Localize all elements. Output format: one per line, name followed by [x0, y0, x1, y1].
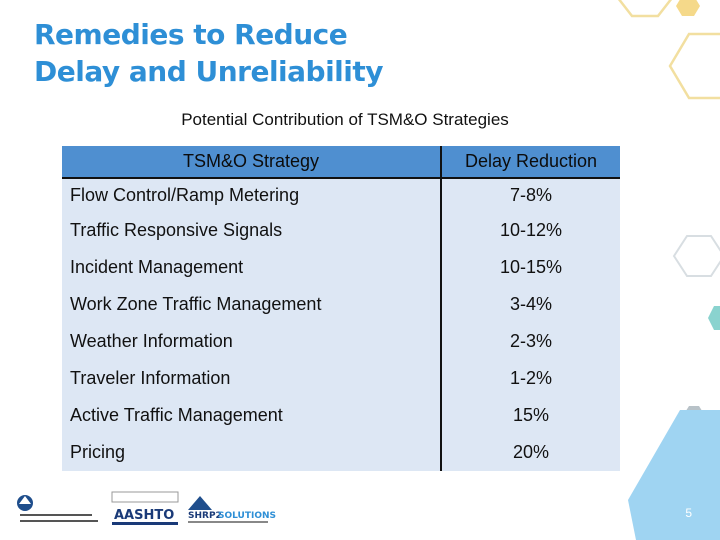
strategy-cell: Active Traffic Management	[62, 397, 442, 434]
hexagon-outline-top	[617, 0, 673, 18]
reduction-cell: 15%	[441, 397, 620, 434]
table-caption: Potential Contribution of TSM&O Strategi…	[181, 110, 509, 129]
slide-title: Remedies to Reduce Delay and Unreliabili…	[34, 16, 384, 90]
table-header-row: TSM&O Strategy Delay Reduction	[62, 146, 620, 179]
hexagon-small-teal	[708, 306, 720, 330]
reduction-cell: 1-2%	[441, 360, 620, 397]
table-row: Weather Information 2-3%	[62, 323, 620, 360]
strategy-cell: Pricing	[62, 434, 442, 471]
strategy-cell: Incident Management	[62, 249, 442, 286]
table-row: Pricing 20%	[62, 434, 620, 471]
table-row: Traveler Information 1-2%	[62, 360, 620, 397]
table-row: Flow Control/Ramp Metering 7-8%	[62, 178, 620, 212]
reduction-cell: 3-4%	[441, 286, 620, 323]
strategy-cell: Traveler Information	[62, 360, 442, 397]
reduction-cell: 10-12%	[441, 212, 620, 249]
strategy-table: TSM&O Strategy Delay Reduction Flow Cont…	[62, 146, 620, 471]
title-line-2: Delay and Unreliability	[34, 55, 384, 88]
strategy-cell: Traffic Responsive Signals	[62, 212, 442, 249]
hexagon-outline-gray	[672, 235, 720, 277]
strategy-cell: Weather Information	[62, 323, 442, 360]
reduction-cell: 7-8%	[441, 178, 620, 212]
table-row: Incident Management 10-15%	[62, 249, 620, 286]
reduction-cell: 2-3%	[441, 323, 620, 360]
reduction-cell: 10-15%	[441, 249, 620, 286]
header-strategy: TSM&O Strategy	[62, 146, 442, 179]
reduction-cell: 20%	[441, 434, 620, 471]
svg-text:SOLUTIONS: SOLUTIONS	[218, 511, 276, 521]
hexagon-large-blue	[628, 410, 720, 540]
svg-text:AASHTO: AASHTO	[114, 508, 174, 523]
svg-text:SHRP2: SHRP2	[188, 511, 222, 521]
title-line-1: Remedies to Reduce	[34, 18, 348, 51]
footer-logos: AASHTO SHRP2 SOLUTIONS	[17, 491, 276, 525]
hexagon-outline-right	[668, 32, 720, 100]
table-row: Traffic Responsive Signals 10-12%	[62, 212, 620, 249]
shrp2-logo-icon: SHRP2 SOLUTIONS	[188, 496, 276, 523]
aashto-logo-icon: AASHTO	[111, 491, 179, 525]
header-delay-reduction: Delay Reduction	[441, 146, 620, 179]
hexagon-small-yellow	[676, 0, 700, 16]
page-number: 5	[685, 506, 692, 520]
strategy-cell: Flow Control/Ramp Metering	[62, 178, 442, 212]
table-row: Active Traffic Management 15%	[62, 397, 620, 434]
table-row: Work Zone Traffic Management 3-4%	[62, 286, 620, 323]
usdot-logo-icon	[17, 495, 98, 522]
strategy-cell: Work Zone Traffic Management	[62, 286, 442, 323]
